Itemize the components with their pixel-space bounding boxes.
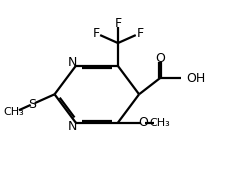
Text: OH: OH	[185, 72, 205, 85]
Text: F: F	[114, 17, 121, 30]
Text: S: S	[28, 98, 36, 111]
Text: O: O	[155, 52, 164, 65]
Text: CH₃: CH₃	[3, 107, 24, 117]
Text: CH₃: CH₃	[149, 118, 170, 128]
Text: F: F	[92, 27, 99, 40]
Text: N: N	[68, 56, 77, 69]
Text: F: F	[136, 27, 143, 40]
Text: O: O	[138, 116, 147, 129]
Text: N: N	[68, 120, 77, 133]
